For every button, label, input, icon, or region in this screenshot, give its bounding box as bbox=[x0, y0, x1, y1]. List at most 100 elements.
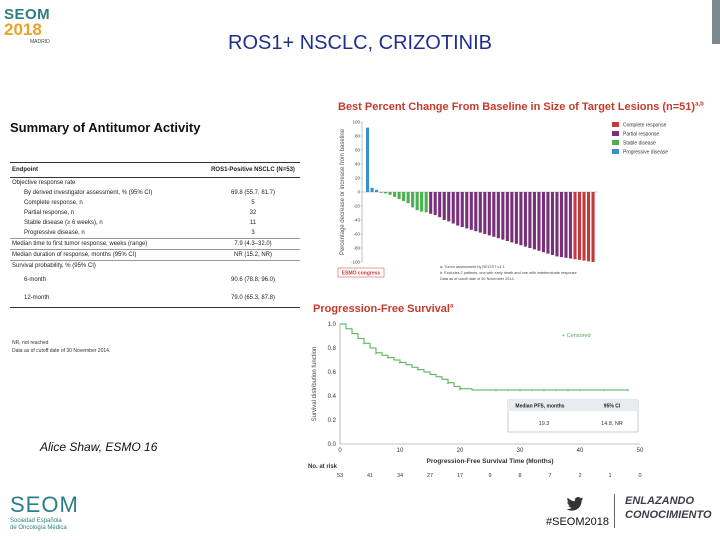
at-risk-label: No. at risk bbox=[308, 464, 338, 470]
bar-partial-response bbox=[559, 192, 564, 258]
bar-stable-disease bbox=[397, 192, 401, 199]
x-tick-label: 20 bbox=[457, 448, 464, 454]
bar-partial-response bbox=[532, 192, 536, 250]
y-tick-label: 0.4 bbox=[328, 394, 337, 400]
bar-stable-disease bbox=[411, 192, 415, 208]
row-label: Partial response, n bbox=[24, 210, 75, 216]
legend-label: Stable disease bbox=[623, 141, 656, 147]
legend-swatch bbox=[612, 122, 619, 127]
table-header-row: Endpoint ROS1-Positive NSCLC (N=53) bbox=[10, 162, 300, 178]
table-row: Partial response, n 32 bbox=[10, 208, 300, 218]
y-tick-label: -60 bbox=[353, 232, 360, 237]
bar-partial-response bbox=[541, 192, 545, 253]
bar-partial-response bbox=[469, 192, 473, 230]
row-label: By derived investigator assessment, % (9… bbox=[24, 190, 153, 196]
bar-partial-response bbox=[523, 192, 527, 247]
legend-swatch bbox=[612, 140, 619, 145]
at-risk-count: 27 bbox=[427, 473, 433, 479]
censor-mark: + bbox=[362, 341, 365, 347]
at-risk-count: 8 bbox=[518, 473, 521, 479]
row-value: 69.8 (55.7, 81.7) bbox=[230, 190, 276, 196]
x-tick-label: 50 bbox=[637, 448, 644, 454]
bar-complete-response bbox=[577, 192, 582, 260]
censor-mark: + bbox=[386, 356, 389, 362]
at-risk-count: 1 bbox=[608, 473, 611, 479]
row-value: 3 bbox=[251, 230, 255, 236]
slogan-line-2: CONOCIMIENTO bbox=[625, 509, 712, 521]
row-label: 6-month bbox=[24, 277, 47, 283]
seom-2018-logo: SEOM 2018 MADRID bbox=[4, 6, 74, 66]
at-risk-count: 2 bbox=[578, 473, 581, 479]
row-label: Survival probability, % (95% CI) bbox=[10, 260, 206, 271]
x-axis-label: Progression-Free Survival Time (Months) bbox=[426, 458, 553, 465]
bar-stable-disease bbox=[415, 192, 419, 211]
pfs-title: Progression-Free Survivala bbox=[313, 303, 453, 315]
at-risk-count: 34 bbox=[397, 473, 403, 479]
censor-mark: + bbox=[530, 388, 533, 394]
y-tick-label: 0.2 bbox=[328, 418, 337, 424]
at-risk-count: 53 bbox=[337, 473, 343, 479]
bar-stable-disease bbox=[379, 192, 383, 193]
censor-mark: + bbox=[578, 388, 581, 394]
censor-mark: + bbox=[416, 368, 419, 374]
summary-footnote-1: NR, not reached bbox=[12, 340, 49, 346]
x-tick-label: 10 bbox=[397, 448, 404, 454]
bar-partial-response bbox=[460, 192, 464, 227]
bar-complete-response bbox=[586, 192, 591, 262]
at-risk-count: 41 bbox=[367, 473, 373, 479]
bar-partial-response bbox=[478, 192, 482, 233]
slogan-line-1: ENLAZANDO bbox=[625, 495, 695, 507]
bar-partial-response bbox=[429, 192, 433, 214]
censor-mark: + bbox=[626, 388, 629, 394]
bar-partial-response bbox=[474, 192, 478, 232]
x-tick-label: 40 bbox=[577, 448, 584, 454]
row-value: 7.9 (4.3–32.0) bbox=[206, 238, 300, 250]
bar-stable-disease bbox=[384, 192, 388, 194]
at-risk-count: 17 bbox=[457, 473, 463, 479]
bar-complete-response bbox=[591, 192, 595, 262]
censor-mark: + bbox=[374, 351, 377, 357]
bar-progressive-disease bbox=[370, 187, 374, 192]
censor-mark: + bbox=[494, 388, 497, 394]
twitter-icon bbox=[566, 497, 584, 511]
row-value: 11 bbox=[249, 220, 257, 226]
median-header: Median PFS, months bbox=[515, 404, 564, 410]
waterfall-title-text: Best Percent Change From Baseline in Siz… bbox=[338, 101, 696, 113]
bar-partial-response bbox=[465, 192, 469, 229]
table-row: Median duration of response, months (95%… bbox=[10, 249, 300, 261]
row-label: Median duration of response, months (95%… bbox=[10, 249, 206, 261]
legend-label: Partial response bbox=[623, 132, 659, 138]
bar-partial-response bbox=[492, 192, 496, 237]
row-value: NR (15.2, NR) bbox=[206, 249, 300, 261]
bar-partial-response bbox=[451, 192, 455, 224]
bar-partial-response bbox=[438, 192, 442, 218]
table-row: Median time to first tumor response, wee… bbox=[10, 238, 300, 250]
row-label: 12-month bbox=[10, 289, 206, 308]
bar-progressive-disease bbox=[366, 127, 370, 192]
row-value bbox=[206, 260, 300, 271]
row-label: Progressive disease, n bbox=[24, 230, 85, 236]
ci-value: 14.8, NR bbox=[601, 421, 623, 427]
y-tick-label: 80 bbox=[355, 134, 361, 139]
y-tick-label: -20 bbox=[353, 204, 360, 209]
bar-partial-response bbox=[442, 192, 446, 220]
bar-stable-disease bbox=[424, 192, 428, 213]
bar-partial-response bbox=[546, 192, 550, 254]
y-tick-label: 20 bbox=[355, 176, 361, 181]
bar-partial-response bbox=[433, 192, 437, 216]
waterfall-note: b: Excludes 2 patients: one with early d… bbox=[440, 271, 577, 275]
bar-partial-response bbox=[487, 192, 491, 236]
pfs-title-text: Progression-Free Survival bbox=[313, 303, 450, 315]
bar-partial-response bbox=[505, 192, 509, 241]
slogan: ENLAZANDO CONOCIMIENTO bbox=[625, 494, 712, 522]
summary-panel: Summary of Antitumor Activity Endpoint R… bbox=[6, 118, 304, 368]
bar-partial-response bbox=[550, 192, 555, 255]
row-label: Complete response, n bbox=[24, 200, 83, 206]
y-tick-label: 0.0 bbox=[328, 442, 337, 448]
median-value: 19.3 bbox=[539, 421, 550, 427]
table-row: 12-month 79.0 (65.3, 87.8) bbox=[10, 289, 300, 308]
at-risk-count: 7 bbox=[548, 473, 551, 479]
bar-stable-disease bbox=[393, 192, 397, 197]
y-tick-label: -40 bbox=[353, 218, 360, 223]
